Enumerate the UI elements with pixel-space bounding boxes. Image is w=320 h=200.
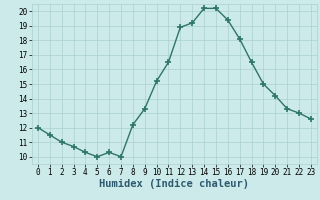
X-axis label: Humidex (Indice chaleur): Humidex (Indice chaleur) [100,179,249,189]
